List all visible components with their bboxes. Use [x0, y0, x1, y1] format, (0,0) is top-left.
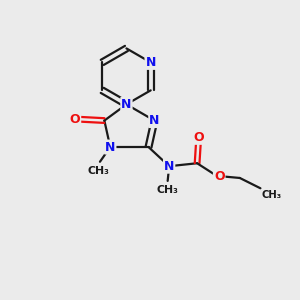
- Text: N: N: [121, 98, 132, 111]
- Text: N: N: [164, 160, 174, 173]
- Text: N: N: [105, 141, 116, 154]
- Text: N: N: [146, 56, 156, 69]
- Text: N: N: [149, 114, 160, 127]
- Text: O: O: [214, 170, 224, 183]
- Text: CH₃: CH₃: [88, 166, 110, 176]
- Text: O: O: [193, 131, 204, 144]
- Text: CH₃: CH₃: [262, 190, 282, 200]
- Text: O: O: [70, 112, 80, 126]
- Text: CH₃: CH₃: [157, 185, 178, 195]
